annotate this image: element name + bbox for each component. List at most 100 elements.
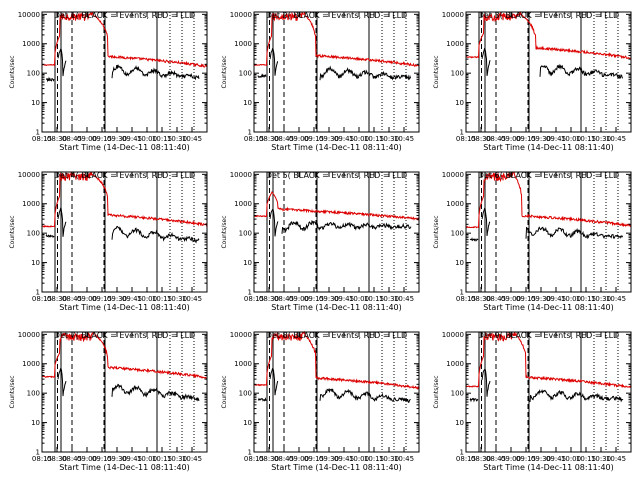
x-tick-label: 08:15 — [32, 135, 52, 143]
x-tick-label: 09:15 — [304, 455, 324, 463]
x-tick-label: 10:30 — [591, 135, 611, 143]
y-tick-label: 10 — [31, 99, 40, 107]
series-events-line — [481, 206, 491, 237]
x-tick-label: 08:15 — [32, 295, 52, 303]
series-events-line — [319, 387, 411, 404]
x-tick-label: 08:30 — [259, 135, 279, 143]
panel-title: Det 2( BLACK = Events, RED = LLD — [266, 11, 407, 20]
x-tick-label: 08:30 — [259, 295, 279, 303]
panel-title: Det 9( BLACK = Events, RED = LLD — [478, 331, 619, 340]
y-tick-label: 1 — [248, 449, 252, 457]
y-axis-label: Counts/sec — [221, 55, 228, 88]
series-lld-line — [253, 11, 420, 67]
x-tick-label: 08:15 — [244, 455, 264, 463]
x-tick-label: 10:45 — [182, 135, 202, 143]
y-tick-label: 100 — [451, 70, 464, 78]
plot-frame — [253, 171, 420, 293]
y-tick-label: 10000 — [230, 171, 252, 179]
x-tick-label: 08:15 — [244, 135, 264, 143]
x-axis-label: Start Time (14-Dec-11 08:11:40) — [271, 303, 402, 312]
y-tick-label: 1000 — [22, 360, 40, 368]
x-tick-label: 10:00 — [137, 135, 157, 143]
series-lld-line — [254, 330, 420, 390]
x-tick-label: 09:15 — [516, 135, 536, 143]
x-tick-label: 08:45 — [486, 135, 506, 143]
x-tick-label: 08:30 — [471, 135, 491, 143]
y-tick-label: 10 — [243, 259, 252, 267]
y-tick-label: 100 — [451, 230, 464, 238]
plot-frame — [253, 331, 420, 453]
y-tick-label: 10000 — [442, 171, 464, 179]
y-tick-label: 10 — [31, 419, 40, 427]
x-tick-label: 09:00 — [501, 295, 521, 303]
y-tick-label: 1 — [36, 129, 40, 137]
x-tick-label: 09:15 — [304, 135, 324, 143]
x-tick-label: 08:45 — [62, 455, 82, 463]
x-tick-label: 09:30 — [107, 455, 127, 463]
y-tick-label: 1000 — [446, 40, 464, 48]
x-tick-label: 10:30 — [379, 135, 399, 143]
x-tick-label: 08:45 — [274, 135, 294, 143]
x-tick-label: 10:15 — [364, 295, 384, 303]
x-axis-label: Start Time (14-Dec-11 08:11:40) — [59, 143, 190, 152]
x-tick-label: 09:45 — [334, 135, 354, 143]
y-tick-label: 100 — [239, 390, 252, 398]
x-tick-label: 09:45 — [122, 135, 142, 143]
chart-panel-det-1: 1 10 100 1000 10000 08:1508:3008:4509:0009:15… — [9, 11, 208, 152]
x-tick-label: 09:45 — [546, 455, 566, 463]
y-tick-label: 10000 — [18, 11, 40, 19]
y-tick-label: 1 — [460, 129, 464, 137]
y-tick-label: 10 — [455, 419, 464, 427]
y-tick-label: 10000 — [442, 331, 464, 339]
y-axis-label: Counts/sec — [9, 55, 16, 88]
series-lld-line — [253, 191, 420, 222]
y-tick-label: 100 — [27, 390, 40, 398]
x-tick-label: 09:00 — [77, 135, 97, 143]
x-tick-label: 10:45 — [182, 455, 202, 463]
y-tick-label: 1 — [460, 449, 464, 457]
x-tick-label: 10:45 — [606, 455, 626, 463]
y-tick-label: 10000 — [442, 11, 464, 19]
x-tick-label: 10:00 — [561, 455, 581, 463]
series-events-line — [269, 368, 279, 396]
panel-title: Det 6( BLACK = Events, RED = LLD — [478, 171, 619, 180]
series-events-line — [525, 226, 624, 240]
x-tick-label: 08:15 — [32, 455, 52, 463]
x-tick-label: 08:15 — [244, 295, 264, 303]
y-tick-label: 1 — [36, 449, 40, 457]
x-tick-label: 09:45 — [546, 135, 566, 143]
series-events-line — [111, 383, 200, 402]
y-tick-label: 10 — [455, 99, 464, 107]
plot-frame — [465, 331, 632, 453]
x-tick-label: 09:15 — [92, 135, 112, 143]
x-tick-label: 10:15 — [576, 295, 596, 303]
y-tick-label: 1 — [460, 289, 464, 297]
x-axis-label: Start Time (14-Dec-11 08:11:40) — [483, 143, 614, 152]
x-tick-label: 09:45 — [546, 295, 566, 303]
x-tick-label: 09:30 — [531, 135, 551, 143]
x-tick-label: 10:15 — [152, 295, 172, 303]
x-tick-label: 09:45 — [122, 295, 142, 303]
y-tick-label: 10 — [243, 419, 252, 427]
plot-frame — [253, 11, 420, 133]
x-tick-label: 08:15 — [456, 295, 476, 303]
chart-panel-det-7: 1 10 100 1000 10000 08:1508:3008:4509:0009:15… — [9, 331, 208, 472]
x-tick-label: 10:00 — [349, 455, 369, 463]
series-events-line — [319, 65, 412, 81]
x-tick-label: 09:45 — [334, 455, 354, 463]
series-lld-line — [41, 331, 208, 380]
x-tick-label: 08:30 — [259, 455, 279, 463]
x-tick-label: 08:15 — [456, 135, 476, 143]
x-tick-label: 10:00 — [349, 135, 369, 143]
x-tick-label: 09:00 — [77, 295, 97, 303]
series-events-line — [481, 367, 491, 397]
y-axis-label: Counts/sec — [433, 375, 440, 408]
x-axis-label: Start Time (14-Dec-11 08:11:40) — [271, 463, 402, 472]
chart-panel-det-3: 1 10 100 1000 10000 08:1508:3008:4509:0009:15… — [433, 11, 632, 152]
x-tick-label: 10:30 — [379, 295, 399, 303]
x-axis-label: Start Time (14-Dec-11 08:11:40) — [483, 303, 614, 312]
x-tick-label: 10:00 — [137, 455, 157, 463]
y-axis-label: Counts/sec — [433, 215, 440, 248]
x-tick-label: 09:15 — [516, 295, 536, 303]
y-tick-label: 1000 — [234, 40, 252, 48]
